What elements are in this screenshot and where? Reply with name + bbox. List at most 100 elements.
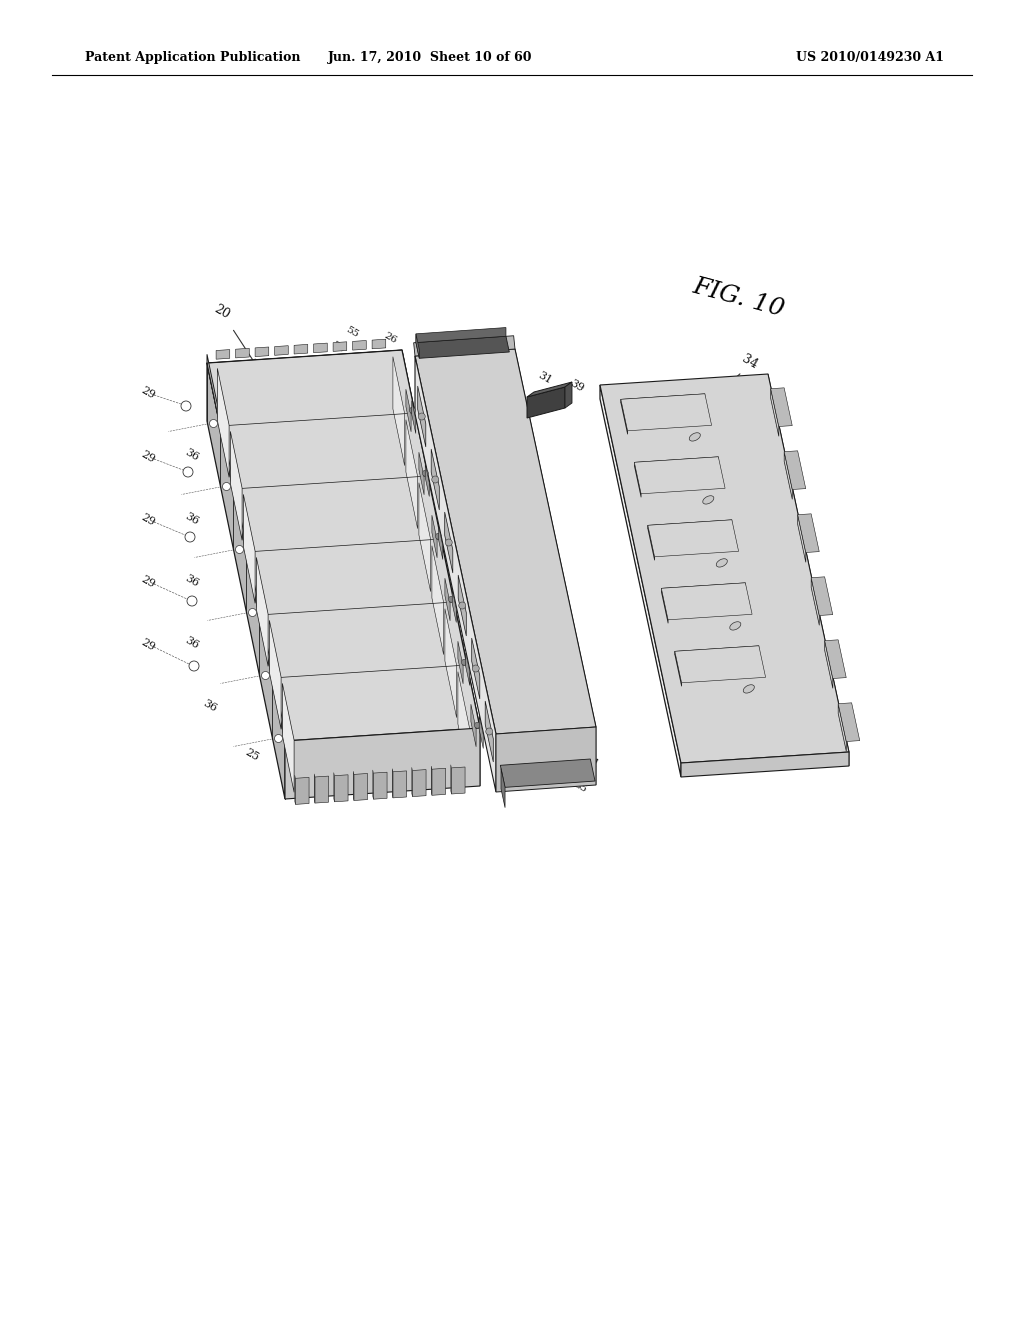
- Polygon shape: [425, 463, 429, 496]
- Polygon shape: [458, 576, 466, 636]
- Text: 39: 39: [657, 486, 673, 500]
- Text: 35: 35: [449, 577, 465, 591]
- Polygon shape: [438, 527, 442, 560]
- Text: 39: 39: [652, 422, 668, 437]
- Polygon shape: [432, 768, 445, 795]
- Polygon shape: [824, 640, 846, 678]
- Polygon shape: [634, 457, 725, 494]
- Polygon shape: [798, 513, 819, 553]
- Polygon shape: [471, 704, 476, 747]
- Polygon shape: [485, 701, 494, 762]
- Polygon shape: [824, 640, 833, 688]
- Polygon shape: [283, 684, 294, 792]
- Polygon shape: [452, 767, 465, 795]
- Polygon shape: [621, 393, 712, 430]
- Polygon shape: [634, 457, 719, 466]
- Polygon shape: [621, 393, 705, 403]
- Polygon shape: [466, 652, 470, 685]
- Polygon shape: [406, 389, 411, 432]
- Polygon shape: [458, 672, 470, 780]
- Text: 36: 36: [183, 635, 201, 651]
- Text: 29: 29: [139, 574, 157, 590]
- Text: FIG. 10: FIG. 10: [690, 275, 786, 321]
- Polygon shape: [415, 348, 596, 734]
- Polygon shape: [444, 609, 457, 718]
- Text: 35: 35: [360, 368, 376, 383]
- Polygon shape: [255, 347, 268, 356]
- Text: 30: 30: [331, 546, 350, 565]
- Polygon shape: [662, 583, 752, 620]
- Text: 30: 30: [348, 673, 368, 692]
- Ellipse shape: [702, 496, 714, 504]
- Polygon shape: [431, 449, 439, 510]
- Text: 35: 35: [459, 702, 475, 717]
- Text: 40: 40: [698, 490, 716, 506]
- Polygon shape: [272, 665, 480, 741]
- Polygon shape: [501, 759, 595, 787]
- Polygon shape: [413, 770, 426, 796]
- Polygon shape: [246, 539, 454, 615]
- Polygon shape: [479, 715, 483, 748]
- Text: 29: 29: [139, 449, 157, 465]
- Text: 30: 30: [315, 421, 335, 440]
- Text: 36: 36: [183, 447, 201, 463]
- Text: 35: 35: [454, 640, 470, 655]
- Polygon shape: [335, 775, 348, 801]
- Text: 39: 39: [663, 548, 679, 562]
- Text: 35: 35: [555, 719, 571, 734]
- Polygon shape: [768, 374, 849, 766]
- Circle shape: [185, 532, 195, 543]
- Polygon shape: [648, 525, 654, 560]
- Polygon shape: [811, 578, 819, 626]
- Polygon shape: [269, 620, 282, 729]
- Polygon shape: [315, 776, 329, 803]
- Text: 29: 29: [139, 385, 157, 401]
- Circle shape: [249, 609, 256, 616]
- Polygon shape: [233, 477, 441, 552]
- Circle shape: [485, 729, 493, 735]
- Text: 37: 37: [647, 455, 663, 469]
- Polygon shape: [662, 583, 745, 591]
- Text: 52: 52: [414, 624, 429, 638]
- Polygon shape: [256, 557, 268, 667]
- Text: 37: 37: [663, 643, 679, 657]
- Ellipse shape: [716, 558, 727, 568]
- Polygon shape: [415, 356, 496, 792]
- Polygon shape: [244, 495, 255, 603]
- Text: 27: 27: [420, 384, 436, 400]
- Polygon shape: [432, 515, 437, 558]
- Polygon shape: [472, 638, 480, 700]
- Polygon shape: [419, 483, 431, 591]
- Text: 26: 26: [394, 744, 410, 759]
- Text: US 2010/0149230 A1: US 2010/0149230 A1: [796, 51, 944, 65]
- Text: 33: 33: [418, 445, 433, 459]
- Text: 31: 31: [584, 754, 601, 770]
- Text: 35: 35: [572, 780, 588, 795]
- Text: 34: 34: [739, 352, 760, 372]
- Text: 52: 52: [409, 561, 424, 576]
- Polygon shape: [798, 515, 806, 562]
- Polygon shape: [839, 704, 846, 751]
- Circle shape: [210, 420, 217, 428]
- Text: 35: 35: [444, 513, 460, 528]
- Polygon shape: [784, 451, 806, 490]
- Circle shape: [236, 545, 244, 553]
- Polygon shape: [784, 451, 793, 499]
- Circle shape: [181, 401, 191, 411]
- Polygon shape: [207, 354, 285, 741]
- Polygon shape: [621, 399, 628, 434]
- Polygon shape: [294, 345, 308, 354]
- Polygon shape: [675, 645, 759, 655]
- Circle shape: [445, 539, 453, 546]
- Circle shape: [449, 597, 455, 602]
- Polygon shape: [333, 342, 347, 351]
- Circle shape: [432, 477, 438, 483]
- Circle shape: [459, 602, 466, 609]
- Text: 37: 37: [652, 517, 668, 532]
- Text: 36: 36: [183, 573, 201, 589]
- Polygon shape: [393, 356, 404, 466]
- Text: 37: 37: [668, 706, 684, 721]
- Polygon shape: [352, 341, 367, 350]
- Polygon shape: [444, 578, 451, 620]
- Polygon shape: [496, 727, 596, 792]
